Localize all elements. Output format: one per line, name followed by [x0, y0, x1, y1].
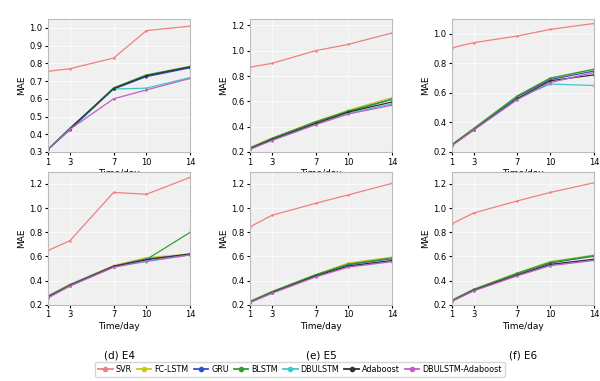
Legend: SVR, FC-LSTM, GRU, BLSTM, DBULSTM, Adaboost, DBULSTM-Adaboost: SVR, FC-LSTM, GRU, BLSTM, DBULSTM, Adabo… [95, 362, 505, 377]
X-axis label: Time/day: Time/day [300, 169, 342, 178]
Text: (a) E1: (a) E1 [104, 197, 134, 208]
Y-axis label: MAE: MAE [17, 229, 26, 248]
X-axis label: Time/day: Time/day [98, 169, 140, 178]
Y-axis label: MAE: MAE [17, 76, 26, 95]
Y-axis label: MAE: MAE [421, 229, 430, 248]
X-axis label: Time/day: Time/day [502, 322, 544, 331]
Y-axis label: MAE: MAE [220, 76, 229, 95]
Text: (b) E2: (b) E2 [305, 197, 337, 208]
Text: (e) E5: (e) E5 [305, 350, 337, 360]
Y-axis label: MAE: MAE [220, 229, 229, 248]
X-axis label: Time/day: Time/day [98, 322, 140, 331]
X-axis label: Time/day: Time/day [300, 322, 342, 331]
X-axis label: Time/day: Time/day [502, 169, 544, 178]
Text: (c) E3: (c) E3 [508, 197, 538, 208]
Text: (f) E6: (f) E6 [509, 350, 537, 360]
Y-axis label: MAE: MAE [421, 76, 430, 95]
Text: (d) E4: (d) E4 [104, 350, 134, 360]
